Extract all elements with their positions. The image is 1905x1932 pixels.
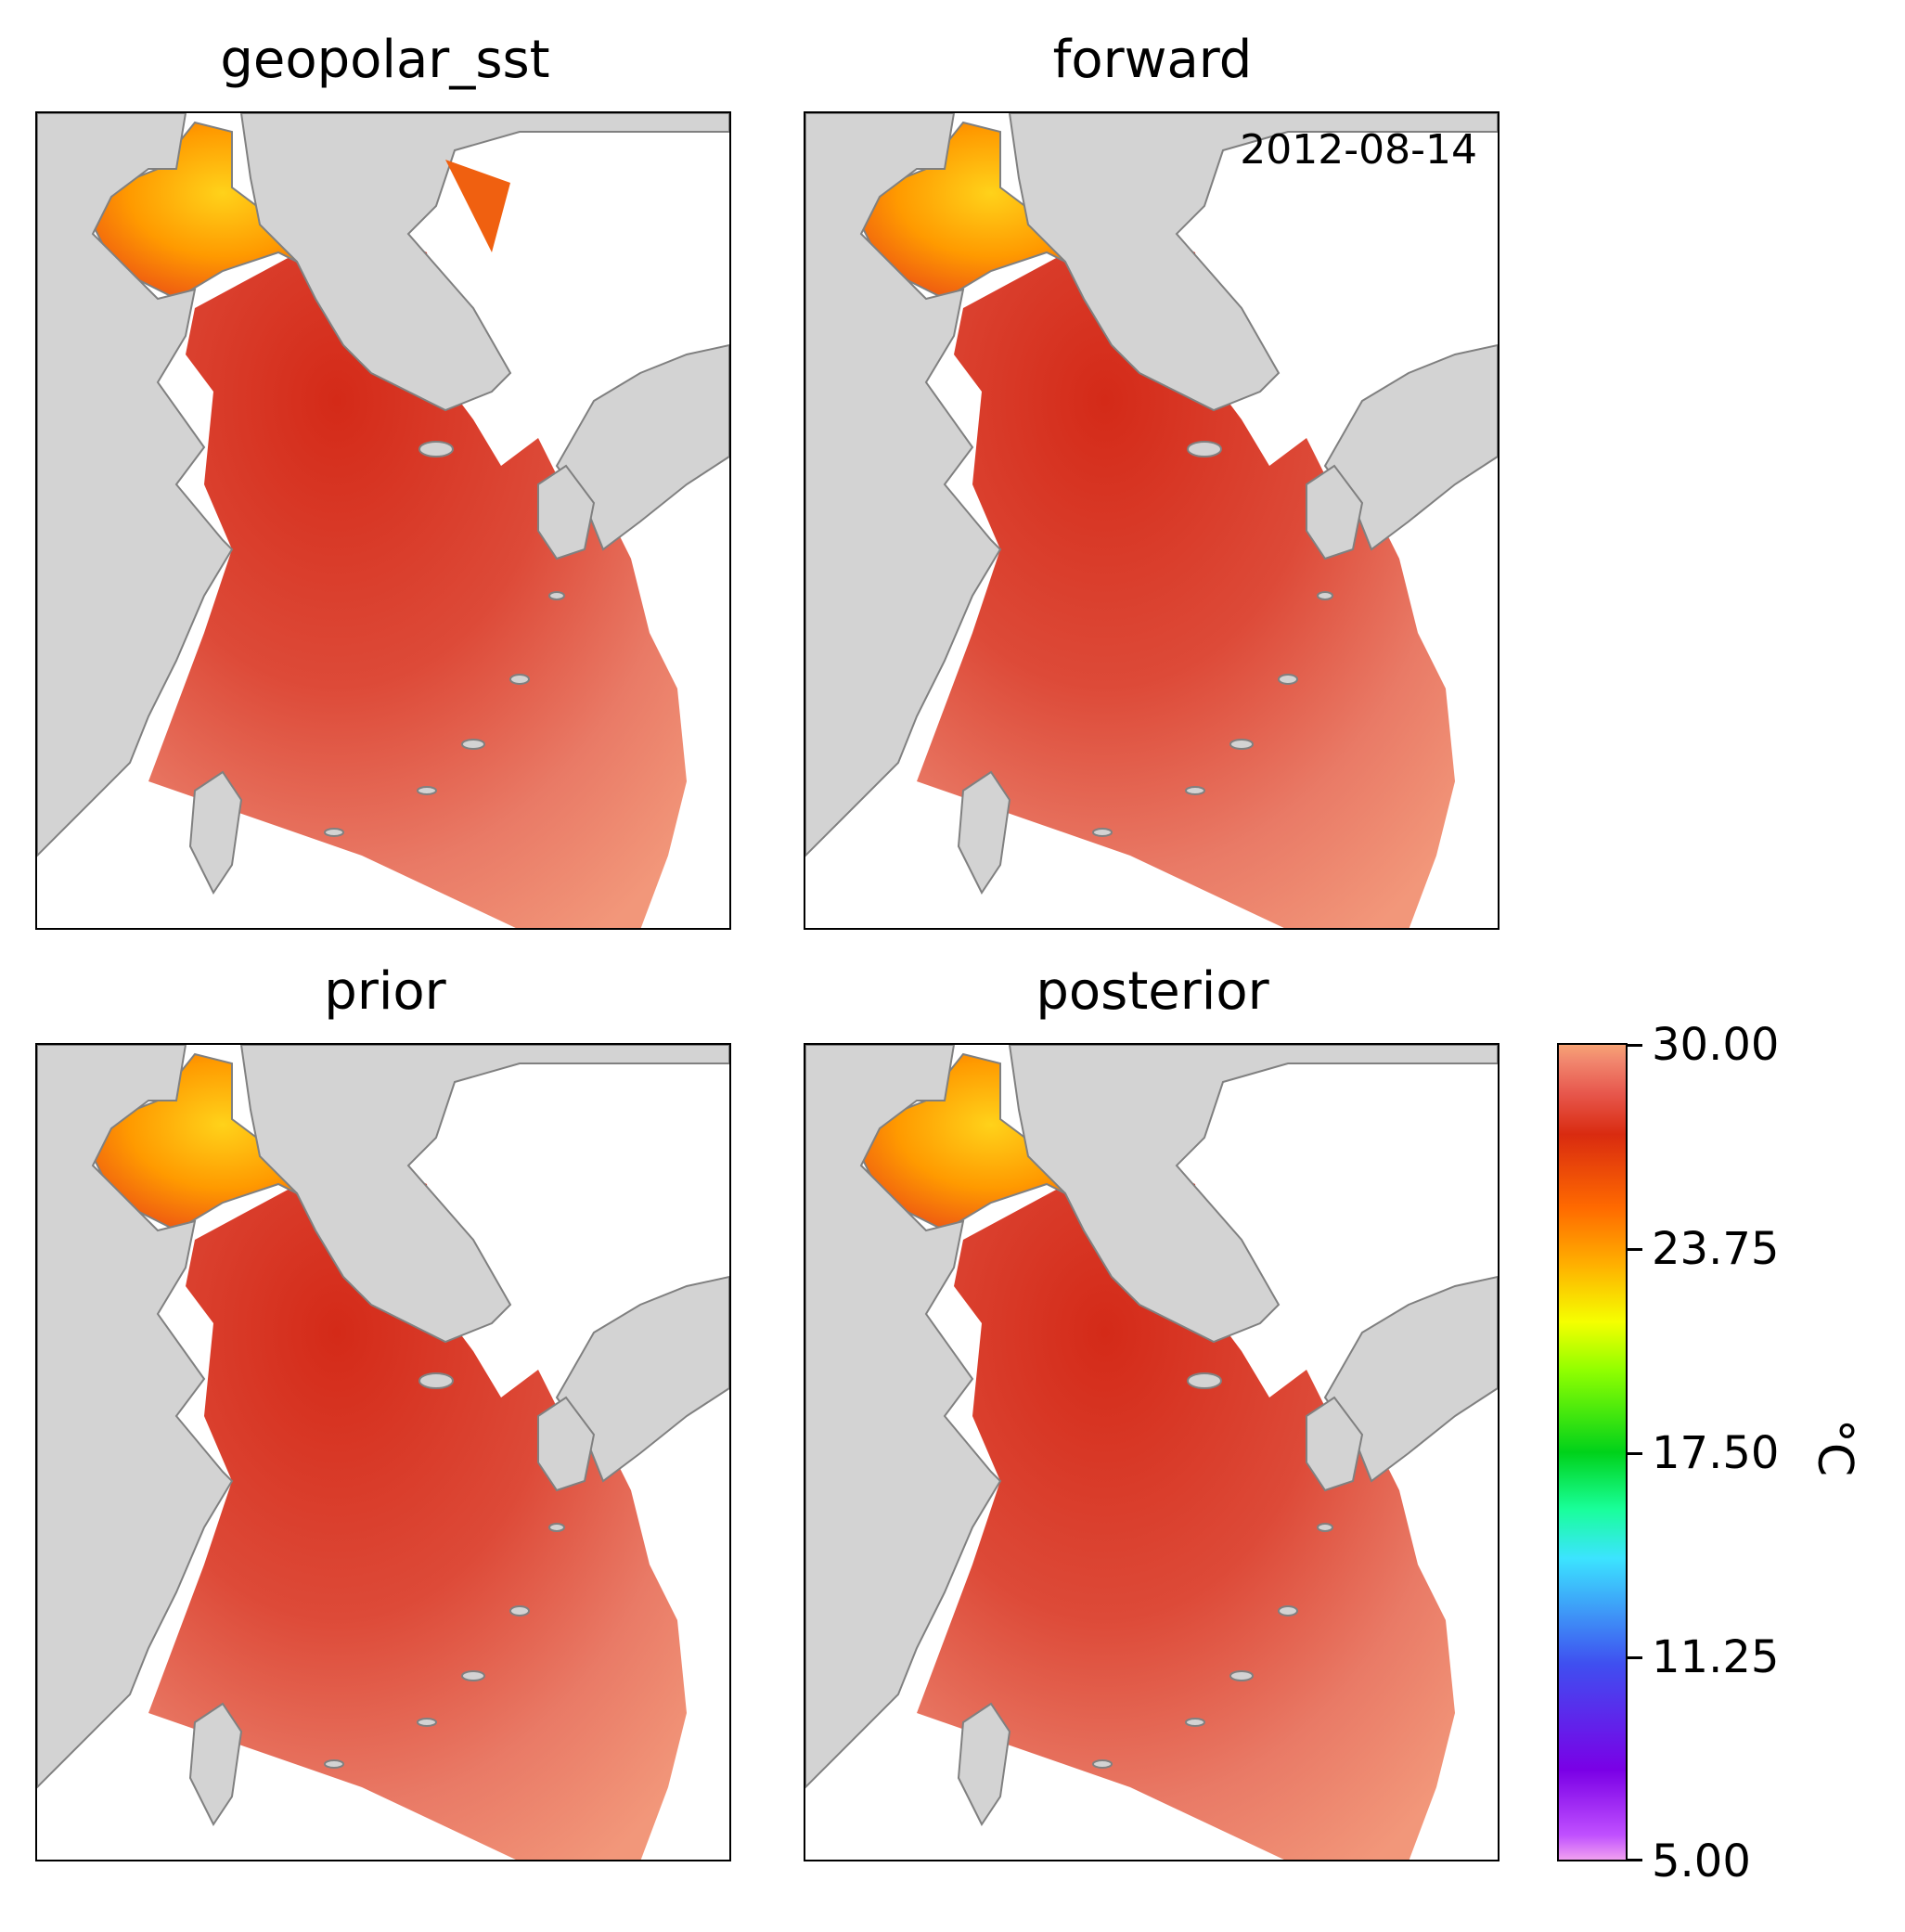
colorbar-label: 23.75 (1652, 1227, 1779, 1271)
colorbar-label: 11.25 (1652, 1635, 1779, 1680)
map-forward (805, 113, 1498, 928)
colorbar (1557, 1043, 1628, 1861)
colorbar-label: 17.50 (1652, 1431, 1779, 1475)
panel-title-posterior: posterior (800, 961, 1505, 1022)
colorbar-tick (1626, 1859, 1642, 1861)
colorbar-unit: °C (1807, 1419, 1862, 1476)
map-panel-forward: 2012-08-14 (804, 111, 1500, 930)
colorbar-tick (1626, 1044, 1642, 1047)
map-geopolar (37, 113, 729, 928)
colorbar-label: 30.00 (1652, 1023, 1779, 1067)
date-label: 2012-08-14 (1240, 126, 1477, 174)
map-panel-geopolar (35, 111, 731, 930)
map-prior (37, 1045, 729, 1860)
colorbar-tick (1626, 1656, 1642, 1659)
panel-title-geopolar: geopolar_sst (32, 30, 738, 90)
panel-title-forward: forward (800, 30, 1505, 90)
colorbar-tick (1626, 1248, 1642, 1251)
map-panel-posterior (804, 1043, 1500, 1861)
panel-title-prior: prior (32, 961, 738, 1022)
colorbar-label: 5.00 (1652, 1839, 1751, 1884)
map-panel-prior (35, 1043, 731, 1861)
map-posterior (805, 1045, 1498, 1860)
colorbar-tick (1626, 1452, 1642, 1455)
